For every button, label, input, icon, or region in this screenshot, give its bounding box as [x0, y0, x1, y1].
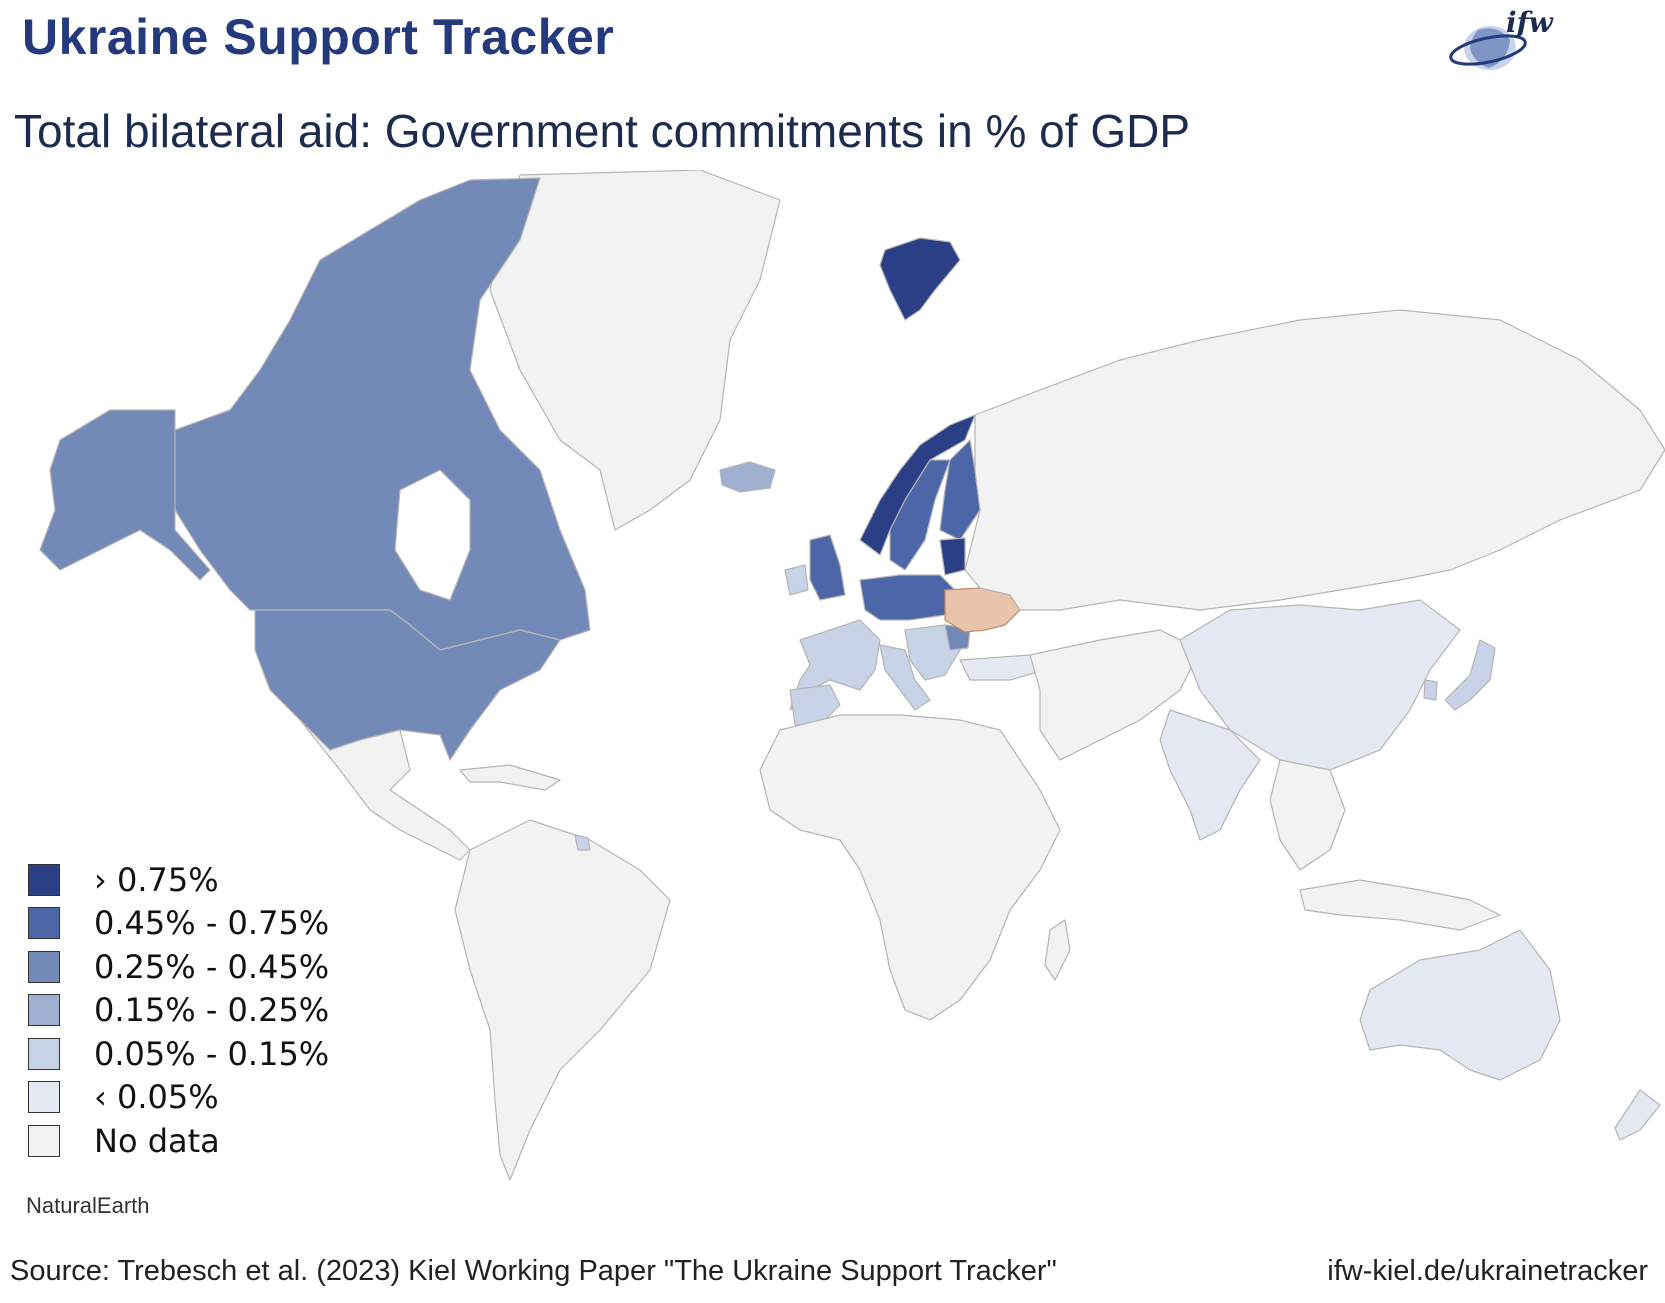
legend-label: No data	[94, 1121, 220, 1160]
country-alaska	[39, 409, 211, 581]
legend-swatch	[28, 1124, 60, 1157]
legend-item: › 0.75%	[28, 858, 329, 902]
world-map	[39, 170, 1665, 1181]
country-japan	[1444, 639, 1496, 711]
logo-text: ifw	[1506, 6, 1554, 39]
country-mexico	[299, 719, 471, 861]
region-middle-east	[1029, 629, 1201, 761]
country-uk	[809, 534, 846, 601]
region-south-america	[454, 819, 671, 1181]
country-greenland	[489, 170, 781, 531]
legend-label: 0.05% - 0.15%	[94, 1034, 330, 1073]
country-iceland	[719, 461, 776, 493]
legend-label: ‹ 0.05%	[94, 1078, 219, 1117]
legend-label: 0.15% - 0.25%	[94, 991, 330, 1030]
legend-item: 0.45% - 0.75%	[28, 902, 329, 946]
hudson-bay	[394, 469, 471, 601]
country-baltics	[939, 537, 966, 576]
legend-swatch	[28, 1081, 60, 1114]
legend-label: › 0.75%	[94, 860, 219, 899]
country-india	[1159, 709, 1261, 841]
country-spain-portugal	[789, 684, 841, 726]
legend-item: 0.25% - 0.45%	[28, 945, 329, 989]
legend-item: ‹ 0.05%	[28, 1076, 329, 1120]
legend-item: 0.15% - 0.25%	[28, 989, 329, 1033]
country-canada	[174, 177, 591, 651]
region-southeast-asia	[1269, 759, 1346, 871]
country-madagascar	[1044, 919, 1071, 981]
country-south-korea	[1423, 679, 1438, 701]
country-norway	[859, 414, 976, 556]
region-indonesia	[1299, 879, 1501, 931]
region-central-europe	[859, 574, 956, 621]
tracker-url[interactable]: ifw-kiel.de/ukrainetracker	[1327, 1255, 1648, 1287]
brand-title: Ukraine Support Tracker	[22, 9, 615, 65]
legend-label: 0.25% - 0.45%	[94, 947, 330, 986]
country-australia	[1359, 929, 1561, 1081]
region-caribbean	[459, 764, 561, 791]
source-note: Source: Trebesch et al. (2023) Kiel Work…	[10, 1255, 1057, 1287]
country-turkey	[959, 654, 1046, 681]
map-attribution: NaturalEarth	[26, 1193, 150, 1218]
map-legend: › 0.75% 0.45% - 0.75% 0.25% - 0.45% 0.15…	[28, 858, 329, 1163]
country-china	[1179, 599, 1461, 771]
region-africa	[759, 714, 1061, 1021]
legend-swatch	[28, 907, 60, 940]
country-italy	[879, 644, 931, 711]
legend-swatch	[28, 994, 60, 1027]
country-russia	[964, 309, 1665, 611]
country-svalbard	[879, 237, 961, 321]
legend-item: No data	[28, 1119, 329, 1163]
logo-ring	[1449, 34, 1527, 66]
country-usa	[254, 609, 561, 761]
legend-label: 0.45% - 0.75%	[94, 904, 330, 943]
legend-swatch	[28, 950, 60, 983]
legend-swatch	[28, 1037, 60, 1070]
map-subtitle: Total bilateral aid: Government commitme…	[14, 105, 1191, 157]
country-french-guiana	[574, 834, 591, 851]
country-new-zealand	[1614, 1089, 1661, 1141]
legend-swatch	[28, 863, 60, 896]
country-sweden	[889, 459, 951, 571]
country-finland	[939, 439, 981, 541]
country-ireland	[784, 564, 809, 596]
legend-item: 0.05% - 0.15%	[28, 1032, 329, 1076]
ifw-logo: ifw	[1449, 6, 1554, 70]
